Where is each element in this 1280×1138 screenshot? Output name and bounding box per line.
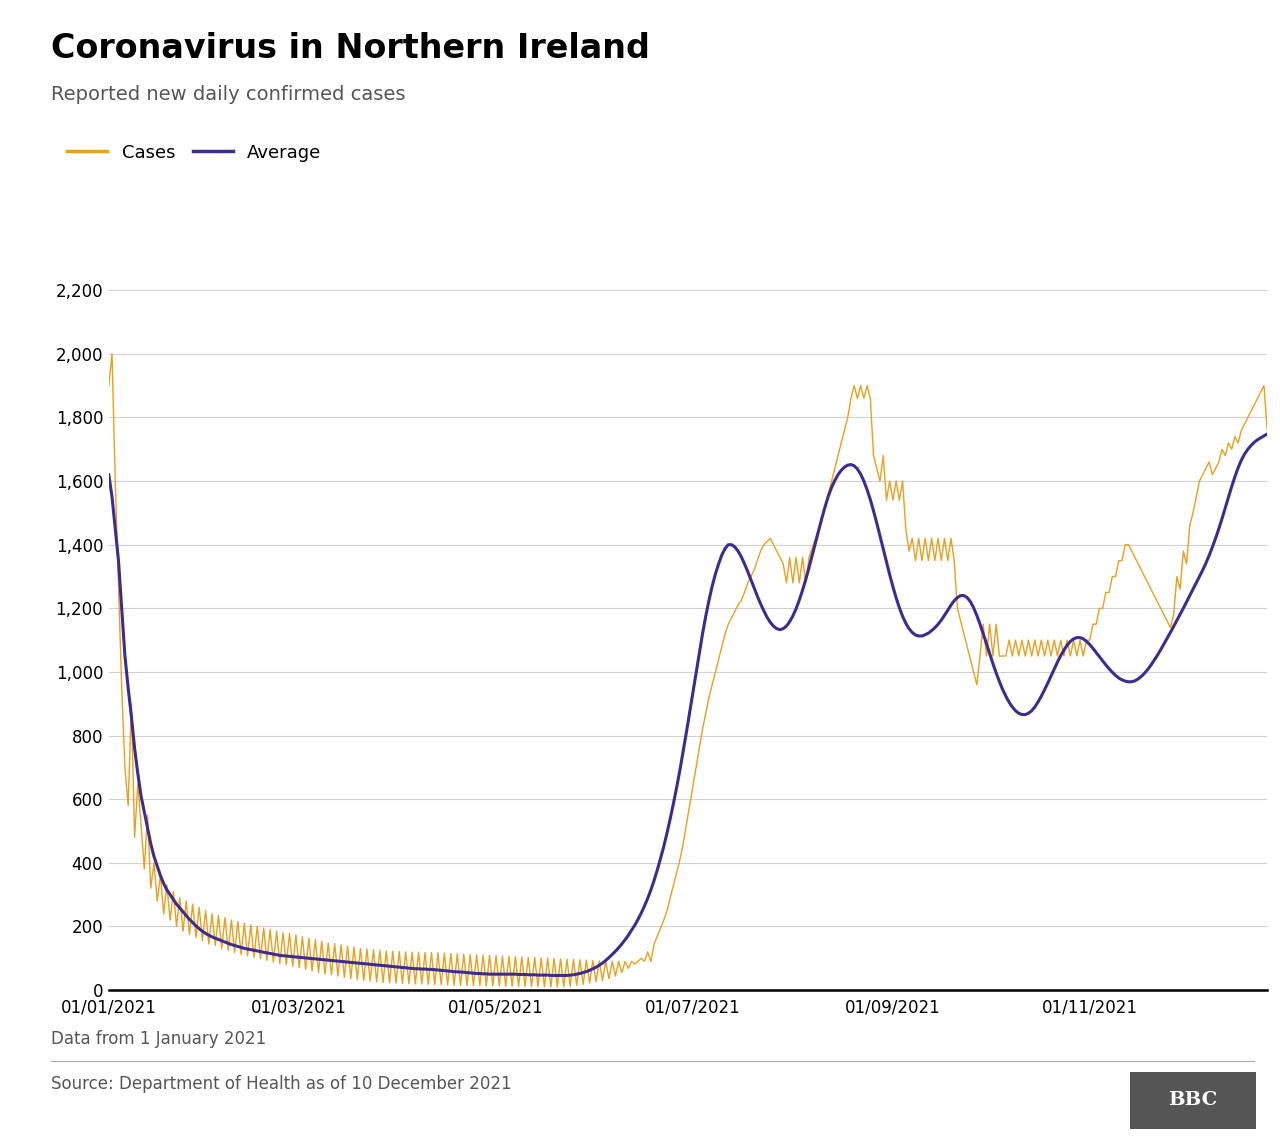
Legend: Cases, Average: Cases, Average (60, 137, 329, 168)
Text: Reported new daily confirmed cases: Reported new daily confirmed cases (51, 85, 406, 105)
Text: Coronavirus in Northern Ireland: Coronavirus in Northern Ireland (51, 32, 650, 65)
Text: Data from 1 January 2021: Data from 1 January 2021 (51, 1030, 266, 1048)
Text: Source: Department of Health as of 10 December 2021: Source: Department of Health as of 10 De… (51, 1075, 512, 1094)
Text: BBC: BBC (1169, 1091, 1217, 1110)
